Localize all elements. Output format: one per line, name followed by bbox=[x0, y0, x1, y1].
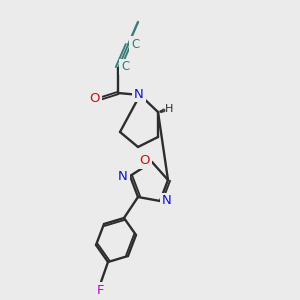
Text: H: H bbox=[165, 104, 173, 114]
Text: F: F bbox=[97, 284, 105, 296]
Text: N: N bbox=[162, 194, 172, 208]
Text: C: C bbox=[131, 38, 139, 50]
Text: N: N bbox=[118, 169, 128, 182]
Text: O: O bbox=[140, 154, 150, 167]
Text: C: C bbox=[121, 61, 129, 74]
Text: N: N bbox=[134, 88, 144, 100]
Text: O: O bbox=[90, 92, 100, 106]
